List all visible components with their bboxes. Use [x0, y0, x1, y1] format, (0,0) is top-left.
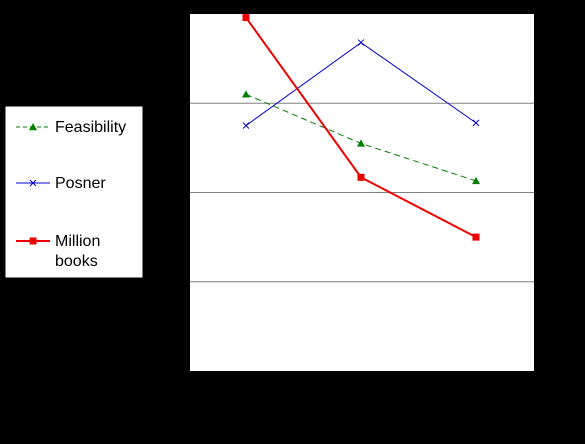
legend-label-line-1: Million [55, 233, 100, 250]
data-point-million-books [473, 234, 480, 241]
data-point-million-books [358, 174, 365, 181]
legend-label-line-2: books [55, 253, 98, 270]
legend-label: Feasibility [55, 119, 126, 136]
legend: Feasibility Posner Million books [5, 106, 143, 278]
legend-label: Posner [55, 175, 106, 192]
data-point-million-books [243, 14, 250, 21]
legend-marker [30, 238, 37, 245]
